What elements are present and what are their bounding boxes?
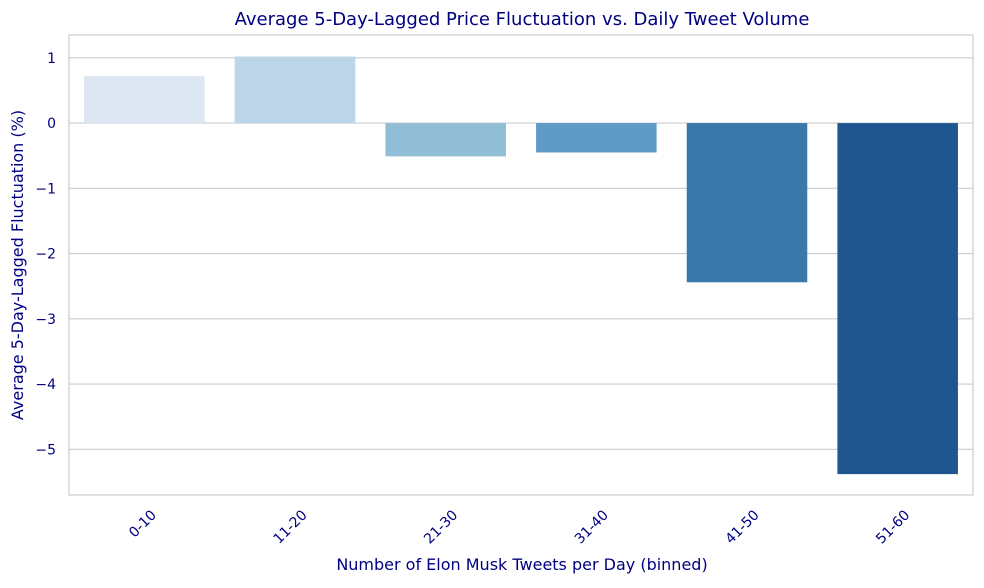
x-tick-label: 31-40 bbox=[572, 507, 612, 547]
y-tick-label: −2 bbox=[35, 247, 56, 263]
x-tick-label: 21-30 bbox=[421, 507, 461, 547]
x-tick-label: 51-60 bbox=[873, 507, 913, 547]
bar bbox=[385, 123, 506, 157]
bars bbox=[84, 56, 958, 475]
bar bbox=[686, 123, 808, 283]
chart-title: Average 5-Day-Lagged Price Fluctuation v… bbox=[235, 9, 810, 30]
x-tick-label: 41-50 bbox=[723, 507, 763, 547]
gridlines bbox=[69, 57, 973, 450]
y-tick-label: 0 bbox=[47, 116, 56, 132]
x-tick-label: 11-20 bbox=[271, 507, 311, 547]
bar bbox=[84, 76, 205, 124]
bar bbox=[837, 123, 958, 475]
x-tick-label: 0-10 bbox=[126, 507, 160, 541]
plot-frame bbox=[68, 34, 974, 496]
y-tick-label: −3 bbox=[35, 312, 56, 328]
y-tick-labels: 1 0 −1 −2 −3 −4 −5 bbox=[35, 51, 56, 458]
y-axis-label: Average 5-Day-Lagged Fluctuation (%) bbox=[8, 110, 27, 420]
x-axis-label: Number of Elon Musk Tweets per Day (binn… bbox=[336, 555, 707, 574]
y-tick-label: −4 bbox=[35, 377, 56, 393]
y-tick-label: −5 bbox=[35, 442, 56, 458]
x-tick-labels: 0-10 11-20 21-30 31-40 41-50 51-60 bbox=[126, 507, 913, 547]
bar bbox=[234, 56, 356, 124]
y-tick-label: 1 bbox=[47, 51, 56, 67]
bar bbox=[536, 123, 657, 153]
y-tick-label: −1 bbox=[35, 181, 56, 197]
